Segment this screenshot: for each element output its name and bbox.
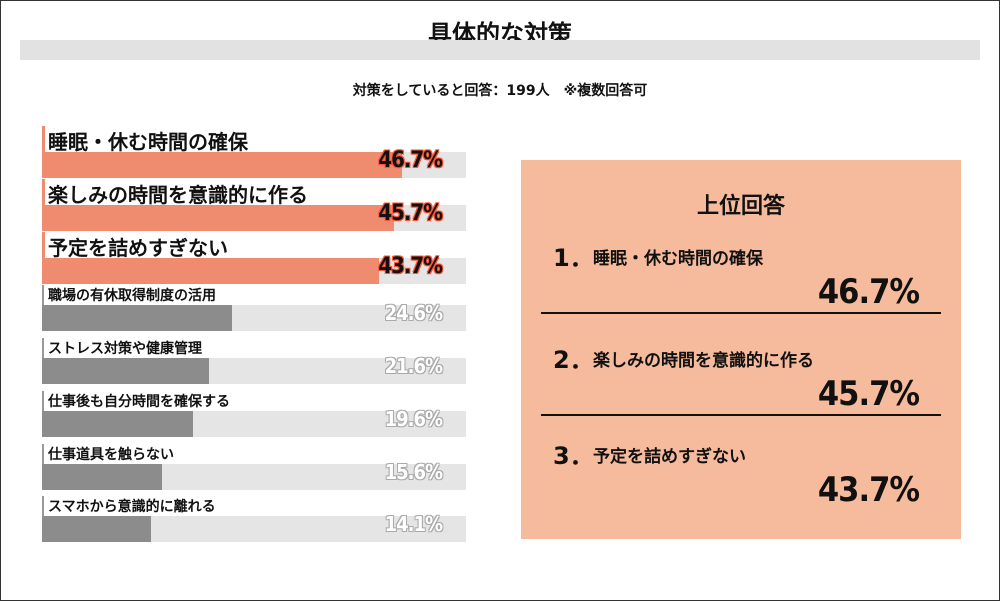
bar-value-label: 45.7% xyxy=(378,201,443,226)
rank-label: 睡眠・休む時間の確保 xyxy=(593,249,763,269)
bar-track xyxy=(42,516,466,542)
bar xyxy=(42,464,162,490)
chart-subtitle: 対策をしていると回答：199人 ※複数回答可 xyxy=(352,83,648,99)
bar-value-label: 19.6% xyxy=(384,407,443,431)
title-underline-bar xyxy=(20,40,980,60)
panel-title: 上位回答 xyxy=(696,194,785,219)
bar-value-label: 24.6% xyxy=(384,301,443,325)
bar-track xyxy=(42,464,466,490)
rank-label: 予定を詰めすぎない xyxy=(593,447,746,467)
bar-category-label: スマホから意識的に離れる xyxy=(42,496,216,516)
bar xyxy=(42,205,394,231)
bar-track xyxy=(42,411,466,437)
bar-track xyxy=(42,152,466,178)
bar-track xyxy=(42,358,466,384)
rank-number: 3． xyxy=(553,442,594,470)
bar-category-label: ストレス対策や健康管理 xyxy=(42,338,202,358)
top-answers-panel: 上位回答 1． 睡眠・休む時間の確保 46.7% 2． 楽しみの時間を意識的に作… xyxy=(521,160,961,539)
rank-divider xyxy=(541,312,941,314)
bar-value-label: 15.6% xyxy=(384,460,443,484)
rank-value: 43.7% xyxy=(817,470,920,510)
bar-track xyxy=(42,258,466,284)
bar-track xyxy=(42,205,466,231)
rank-number: 1． xyxy=(553,244,594,272)
rank-divider xyxy=(541,414,941,416)
bar-category-label: 職場の有休取得制度の活用 xyxy=(42,285,216,305)
bar-category-label: 仕事後も自分時間を確保する xyxy=(42,391,230,411)
bar-value-label: 46.7% xyxy=(378,148,443,173)
bar xyxy=(42,152,402,178)
rank-value: 45.7% xyxy=(817,374,920,414)
bar-category-label: 仕事道具を触らない xyxy=(42,444,174,464)
bar-category-label: 楽しみの時間を意識的に作る xyxy=(42,179,308,208)
bar-value-label: 21.6% xyxy=(384,354,443,378)
bar-value-label: 43.7% xyxy=(378,254,443,279)
bar xyxy=(42,358,209,384)
rank-number: 2． xyxy=(553,346,594,374)
bar-category-label: 予定を詰めすぎない xyxy=(42,232,228,261)
rank-value: 46.7% xyxy=(817,272,920,312)
rank-label: 楽しみの時間を意識的に作る xyxy=(593,351,814,371)
bar xyxy=(42,258,379,284)
bar xyxy=(42,305,232,331)
bar-track xyxy=(42,305,466,331)
bar xyxy=(42,411,193,437)
bar-value-label: 14.1% xyxy=(384,512,443,536)
bar xyxy=(42,516,151,542)
bar-category-label: 睡眠・休む時間の確保 xyxy=(42,126,248,155)
